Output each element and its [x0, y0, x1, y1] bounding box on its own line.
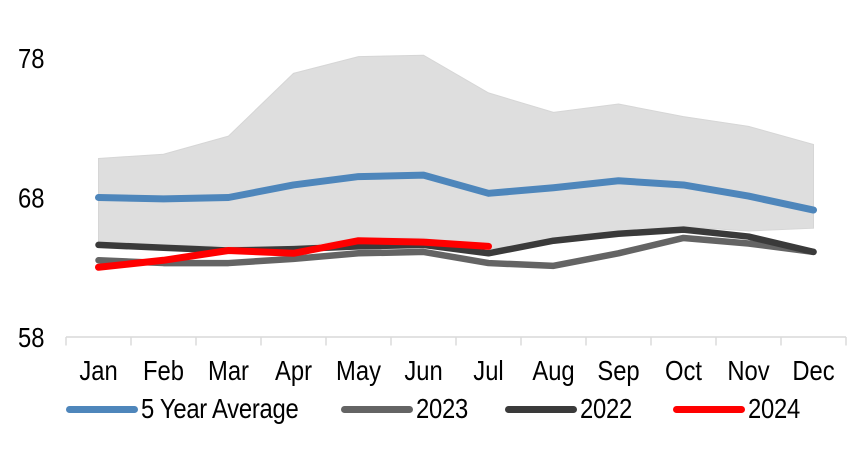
x-axis-tick-label: Apr — [275, 354, 312, 386]
series-line-5-year-average — [95, 171, 817, 214]
x-axis-tick-label: Feb — [143, 354, 184, 386]
x-axis-tick-marks — [65, 337, 847, 346]
x-axis-tick-label: May — [336, 354, 381, 386]
x-axis-tick-label: Jan — [79, 354, 117, 386]
x-axis-tick-label: Sep — [597, 354, 639, 386]
x-axis-tick-label: Dec — [792, 354, 834, 386]
x-axis-tick-label: Nov — [727, 354, 769, 386]
x-axis-tick-label: Aug — [532, 354, 574, 386]
y-axis-tick-label: 78 — [18, 42, 44, 74]
range-band-area — [98, 54, 814, 250]
x-axis-tick-label: Oct — [665, 354, 703, 386]
x-axis-tick-label: Jun — [404, 354, 442, 386]
x-axis-tick-label: Mar — [208, 354, 249, 386]
y-axis-tick-label: 68 — [18, 182, 44, 214]
y-axis-tick-label: 58 — [18, 321, 44, 353]
x-axis-tick-label: Jul — [473, 354, 503, 386]
series-line-2023 — [95, 234, 817, 270]
series-line-2024 — [95, 237, 492, 271]
